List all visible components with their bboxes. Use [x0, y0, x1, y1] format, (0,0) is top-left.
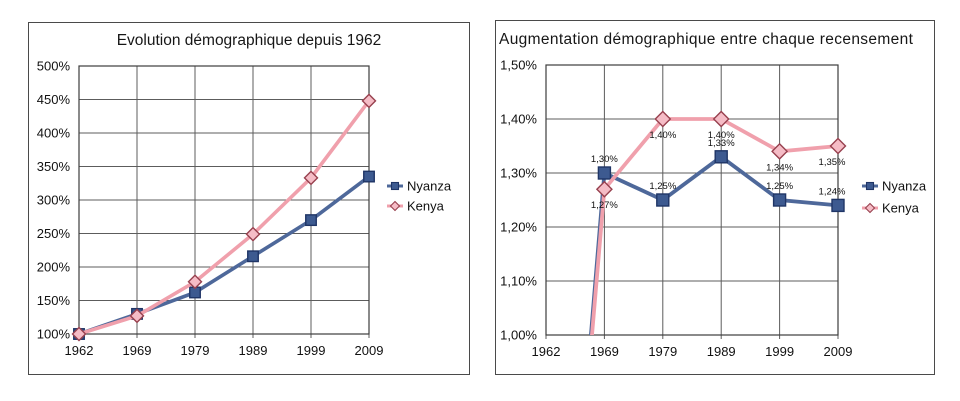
x-tick-label: 1979 [648, 344, 677, 359]
nyanza-marker [831, 198, 845, 213]
y-tick-label: 400% [37, 126, 71, 141]
kenya-marker [712, 110, 730, 128]
x-tick-label: 1999 [765, 344, 794, 359]
kenya-marker [71, 326, 87, 342]
kenya-line [78, 99, 371, 334]
x-tick-label: 1969 [123, 343, 152, 358]
right-chart-plot: 1,30% 1,25% 1,33% 1,25% 1,24% 1,27% 1,40% 1,40%… [500, 58, 927, 360]
left-chart-title: Evolution démographique depuis 1962 [116, 32, 382, 49]
data-label: 1,27% [591, 200, 618, 211]
legend-label: Kenya [882, 201, 920, 216]
legend: Nyanza Kenya [387, 179, 452, 214]
nyanza-marker [656, 193, 670, 207]
x-tick-label: 1989 [707, 344, 736, 359]
kenya-marker [361, 93, 377, 109]
series-nyanza [73, 170, 375, 340]
y-tick-label: 100% [37, 327, 71, 342]
x-tick-label: 1962 [65, 343, 94, 358]
legend-diamond-icon [864, 202, 876, 214]
legend: Nyanza Kenya [862, 179, 927, 216]
data-label: 1,35% [819, 157, 846, 168]
kenya-marker [245, 226, 261, 242]
legend-label: Nyanza [882, 179, 927, 194]
series-kenya [590, 110, 847, 335]
legend-diamond-icon [389, 200, 401, 212]
legend-label: Kenya [407, 199, 445, 214]
kenya-marker [595, 180, 613, 198]
nyanza-marker [597, 166, 612, 180]
kenya-marker [771, 142, 789, 160]
data-label: 1,30% [591, 154, 618, 165]
data-label: 1,33% [708, 138, 735, 149]
legend-square-icon [865, 181, 875, 191]
y-tick-label: 1,00% [500, 328, 537, 343]
data-label: 1,40% [649, 130, 676, 141]
y-tick-label: 1,20% [500, 220, 537, 235]
left-chart: Evolution démographique depuis 1962 500%… [28, 22, 470, 375]
x-tick-label: 1989 [239, 343, 268, 358]
y-tick-label: 300% [37, 193, 71, 208]
y-tick-label: 200% [37, 260, 71, 275]
gridlines [78, 65, 370, 338]
kenya-marker [303, 170, 319, 186]
nyanza-marker [247, 250, 259, 263]
kenya-marker [129, 308, 145, 324]
y-tick-label: 150% [37, 293, 71, 308]
y-tick-label: 1,30% [500, 166, 537, 181]
x-tick-label: 1979 [181, 343, 210, 358]
series-kenya [71, 93, 377, 342]
y-tick-label: 350% [37, 159, 71, 174]
data-label: 1,40% [708, 130, 735, 141]
data-label: 1,34% [766, 162, 793, 173]
plot-border [78, 65, 370, 335]
right-chart: Augmentation démographique entre chaque … [495, 20, 935, 375]
kenya-marker [829, 137, 847, 155]
y-tick-label: 1,10% [500, 274, 537, 289]
y-tick-label: 250% [37, 226, 71, 241]
y-tick-label: 450% [37, 92, 71, 107]
series-nyanza [589, 150, 845, 335]
x-tick-label: 2009 [824, 344, 853, 359]
nyanza-marker [305, 214, 317, 227]
nyanza-line [589, 154, 839, 335]
legend-square-icon [390, 181, 400, 191]
kenya-marker [187, 274, 203, 290]
nyanza-marker [714, 150, 728, 164]
right-chart-title: Augmentation démographique entre chaque … [499, 31, 914, 48]
data-label: 1,24% [819, 186, 846, 197]
left-chart-plot: 500% 450% 400% 350% 300% 250% 200% 150% 100%1962… [37, 59, 452, 359]
nyanza-marker [772, 193, 787, 207]
kenya-line [590, 117, 839, 335]
nyanza-marker [363, 170, 375, 183]
legend-label: Nyanza [407, 179, 452, 194]
y-tick-label: 500% [37, 59, 71, 74]
kenya-marker [654, 110, 672, 128]
x-tick-label: 1962 [532, 344, 561, 359]
x-tick-label: 1969 [590, 344, 619, 359]
x-tick-label: 2009 [355, 343, 384, 358]
data-label: 1,25% [766, 181, 793, 192]
y-tick-label: 1,40% [500, 112, 537, 127]
x-tick-label: 1999 [297, 343, 326, 358]
data-label: 1,25% [649, 181, 676, 192]
y-tick-label: 1,50% [500, 58, 537, 73]
